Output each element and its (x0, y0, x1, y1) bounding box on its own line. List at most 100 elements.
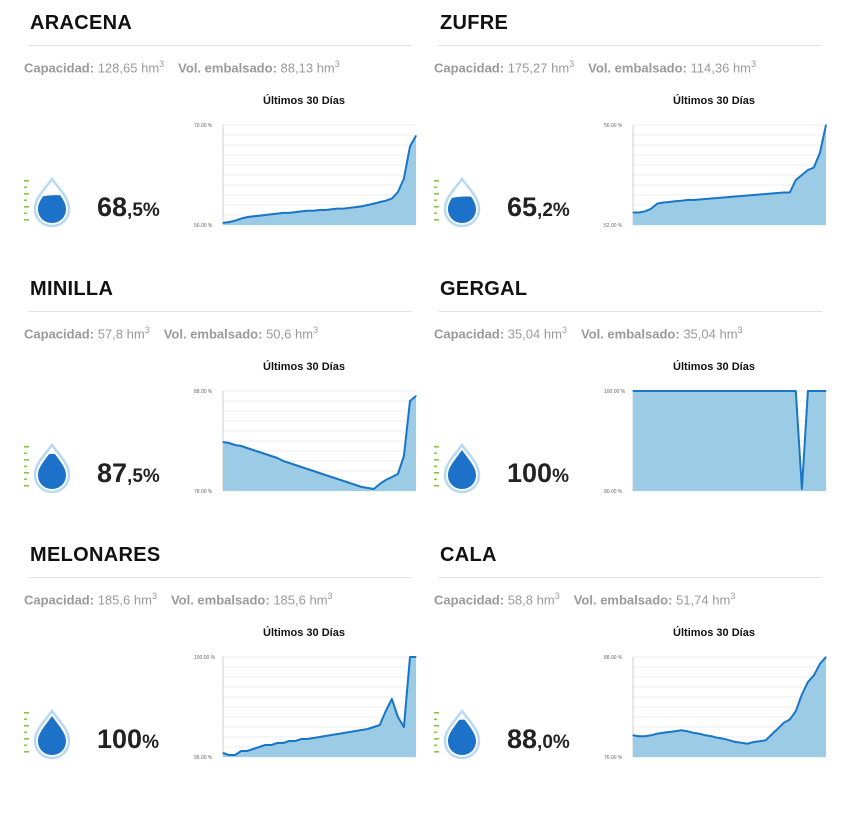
volume-label: Vol. embalsado: (588, 60, 687, 76)
scale-tick (24, 472, 29, 474)
data-point (276, 212, 278, 215)
data-point (680, 390, 682, 392)
y-tick-label-bottom: 78.00 % (194, 489, 213, 494)
data-point (668, 390, 670, 392)
data-point (379, 201, 381, 203)
data-point (240, 445, 242, 447)
reservoir-name: ZUFRE (440, 12, 509, 34)
data-point (367, 204, 369, 206)
unit-exponent: 3 (730, 591, 736, 601)
fill-percentage: 68,5% (97, 192, 160, 223)
reservoir-card-gergal: GERGAL Capacidad: 35,04 hm3 Vol. embalsado… (434, 266, 834, 526)
drop-water-level (38, 195, 66, 223)
percentage-integer: 100 (97, 724, 143, 754)
volume-value: 35,04 (683, 326, 716, 342)
reservoir-card-melonares: MELONARES Capacidad: 185,6 hm3 Vol. embals… (24, 532, 424, 792)
data-point (795, 710, 797, 712)
data-point (807, 681, 809, 683)
scale-tick (434, 212, 437, 215)
y-tick-label-bottom: 95.00 % (194, 755, 213, 760)
scale-tick (24, 212, 27, 215)
percentage-decimal: ,0% (537, 732, 570, 753)
percentage-decimal: ,2% (537, 200, 570, 221)
data-point (234, 754, 236, 756)
data-point (228, 754, 230, 756)
data-point (777, 390, 779, 392)
unit-exponent: 3 (159, 59, 165, 69)
data-point (759, 740, 761, 742)
scale-tick (24, 478, 27, 481)
data-point (246, 447, 248, 449)
volume-label: Vol. embalsado: (580, 326, 680, 342)
data-point (306, 738, 309, 740)
data-point (403, 177, 405, 180)
data-point (746, 390, 749, 392)
capacity-value: 57,8 (97, 326, 124, 342)
capacity-label: Capacidad: (24, 326, 95, 342)
data-point (728, 739, 731, 741)
scale-tick (24, 731, 27, 734)
reservoir-stats: Capacidad: 57,8 hm3 Vol. embalsado: 50,6 … (24, 325, 318, 341)
scale-tick (434, 199, 437, 202)
percentage-integer: 88 (507, 724, 538, 754)
unit: hm (732, 60, 752, 76)
unit-exponent: 3 (313, 325, 319, 335)
scale-tick (434, 459, 439, 461)
data-point (349, 482, 351, 484)
series-area (633, 391, 826, 491)
data-point (415, 395, 417, 397)
data-point (234, 444, 236, 446)
data-point (367, 487, 369, 489)
data-point (343, 480, 345, 482)
volume-label: Vol. embalsado: (170, 592, 270, 608)
data-point (349, 731, 351, 733)
percentage-integer: 100 (507, 458, 553, 488)
unit: hm (133, 592, 152, 608)
data-point (668, 201, 670, 203)
data-point (355, 730, 357, 732)
data-point (674, 730, 676, 732)
trend-chart: 70.00 % 56.00 % (192, 116, 417, 229)
fill-percentage: 88,0% (507, 724, 570, 755)
series-area (223, 135, 416, 225)
data-point (765, 390, 767, 392)
data-point (716, 197, 719, 199)
data-point (759, 390, 761, 392)
y-tick-label-bottom: 90.00 % (604, 489, 623, 494)
data-point (759, 193, 761, 196)
data-point (801, 693, 803, 696)
capacity-label: Capacidad: (434, 60, 505, 76)
data-point (789, 718, 791, 721)
y-tick-label-top: 88.00 % (194, 389, 213, 395)
data-point (692, 390, 694, 392)
data-point (783, 191, 785, 194)
volume-label: Vol. embalsado: (573, 592, 673, 608)
scale-tick (434, 219, 439, 221)
data-point (222, 441, 224, 443)
data-point (777, 728, 779, 730)
data-point (409, 145, 411, 148)
data-point (765, 739, 767, 741)
data-point (632, 734, 634, 736)
data-point (698, 733, 700, 735)
reservoir-stats: Capacidad: 58,8 hm3 Vol. embalsado: 51,74… (434, 591, 735, 607)
data-point (288, 462, 290, 464)
data-point (662, 201, 664, 204)
data-point (367, 728, 369, 730)
data-point (391, 476, 393, 478)
data-point (789, 390, 791, 392)
unit-exponent: 3 (554, 591, 560, 601)
capacity-label: Capacidad: (24, 60, 95, 76)
scale-tick (434, 712, 439, 714)
data-point (783, 390, 785, 392)
percentage-integer: 87 (97, 458, 128, 488)
scale-tick (434, 465, 437, 468)
y-tick-label-top: 70.00 % (194, 123, 213, 129)
unit-exponent: 3 (144, 325, 150, 335)
data-point (294, 740, 296, 742)
data-point (728, 196, 731, 198)
fill-percentage: 100% (507, 458, 569, 489)
data-point (252, 449, 254, 451)
volume-value: 51,74 (676, 592, 709, 608)
reservoir-stats: Capacidad: 175,27 hm3 Vol. embalsado: 114… (434, 59, 756, 75)
